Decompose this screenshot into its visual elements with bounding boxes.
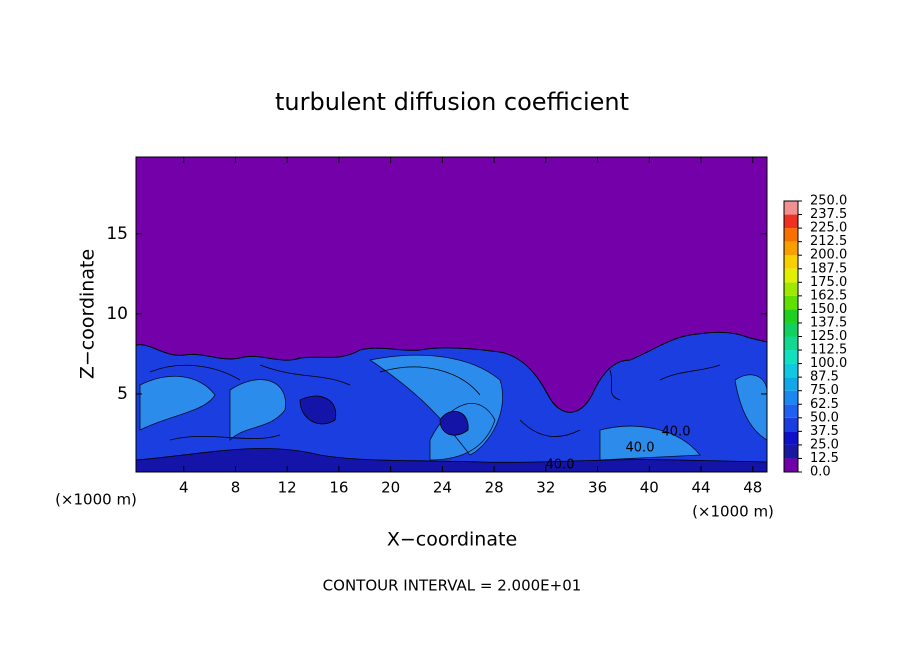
x-tick-label: 24 (433, 479, 452, 497)
colorbar-swatch (784, 201, 798, 215)
colorbar-swatch (784, 390, 798, 405)
colorbar-label: 212.5 (810, 234, 847, 249)
y-tick-label: 5 (117, 384, 128, 404)
colorbar-label: 37.5 (810, 424, 839, 439)
colorbar-label: 237.5 (810, 207, 847, 222)
colorbar-label: 75.0 (810, 383, 839, 398)
colorbar-swatch (784, 255, 798, 269)
colorbar-label: 87.5 (810, 370, 839, 385)
x-tick-label: 48 (743, 479, 762, 497)
colorbar-swatch (784, 350, 798, 364)
colorbar-swatch (784, 309, 798, 323)
colorbar-label: 175.0 (810, 275, 847, 290)
x-tick-label: 28 (485, 479, 504, 497)
colorbar-label: 125.0 (810, 329, 847, 344)
colorbar-label: 200.0 (810, 248, 847, 263)
swirl (139, 354, 767, 461)
colorbar-label: 112.5 (810, 343, 847, 358)
x-tick-label: 40 (640, 479, 659, 497)
x-tick-label: 8 (231, 479, 241, 497)
y-axis-label: Z−coordinate (77, 249, 99, 379)
colorbar-swatch (784, 444, 798, 459)
colorbar-label: 162.5 (810, 288, 847, 303)
colorbar-swatch (784, 214, 798, 229)
y-tick-label: 10 (106, 304, 128, 324)
colorbar-swatch (784, 458, 798, 472)
contour-label: 40.0 (626, 441, 655, 456)
x-tick-label: 36 (588, 479, 607, 497)
x-tick-label: 32 (536, 479, 555, 497)
colorbar-label: 0.0 (810, 465, 831, 480)
colorbar-swatch (784, 228, 798, 242)
colorbar-label: 62.5 (810, 397, 839, 412)
colorbar-label: 12.5 (810, 451, 839, 466)
x-tick-label: 20 (381, 479, 400, 497)
x-axis-label: X−coordinate (387, 529, 517, 551)
chart-title: turbulent diffusion coefficient (275, 88, 629, 116)
x-unit-label: (×1000 m) (55, 491, 137, 509)
colorbar-swatch (784, 404, 798, 418)
contour-lines (149, 364, 721, 441)
colorbar-swatch (784, 377, 798, 391)
plot-frame (135, 156, 768, 473)
x-tick-label: 12 (278, 479, 297, 497)
colorbar-label: 100.0 (810, 356, 847, 371)
footer-note: CONTOUR INTERVAL = 2.000E+01 (323, 577, 582, 595)
x-tick-label: 4 (179, 479, 189, 497)
colorbar-swatch (784, 431, 798, 445)
colorbar-label: 150.0 (810, 302, 847, 317)
colorbar-swatch (784, 336, 798, 351)
colorbar-swatch (784, 363, 798, 378)
colorbar-label: 137.5 (810, 315, 847, 330)
y-unit-label: (×1000 m) (692, 503, 774, 521)
colorbar-swatch (784, 322, 798, 337)
x-tick-label: 44 (691, 479, 710, 497)
colorbar-label: 50.0 (810, 410, 839, 425)
colorbar-swatch (784, 268, 798, 283)
x-tick-label: 16 (329, 479, 348, 497)
colorbar-label: 187.5 (810, 261, 847, 276)
colorbar-swatch (784, 282, 798, 296)
y-tick-label: 15 (106, 224, 128, 244)
contour-label: 40.0 (546, 458, 575, 473)
deep-region (136, 395, 767, 472)
colorbar-swatch (784, 417, 798, 432)
colorbar-swatch (784, 241, 798, 256)
colorbar-label: 225.0 (810, 221, 847, 236)
colorbar-label: 250.0 (810, 194, 847, 209)
colorbar-label: 25.0 (810, 437, 839, 452)
contour-label: 40.0 (662, 425, 691, 440)
colorbar-swatch (784, 295, 798, 310)
field (136, 157, 767, 472)
